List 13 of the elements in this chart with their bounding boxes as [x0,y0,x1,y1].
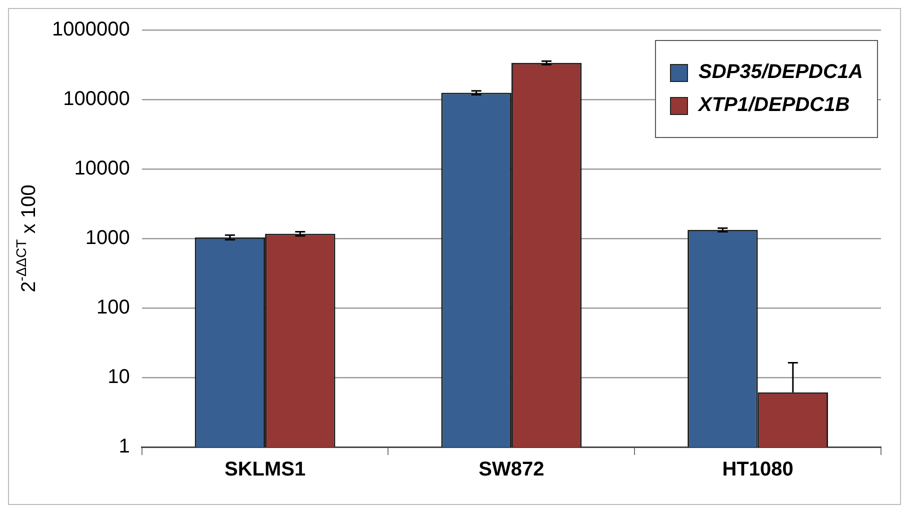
y-tick-label: 1 [118,436,130,458]
y-tick-label: 10 [108,366,130,388]
y-tick-label: 1000 [85,227,130,250]
y-tick-label: 1000000 [52,18,130,41]
y-axis-title: 2-ΔΔCT x 100 [13,184,40,292]
x-tick-label: SKLMS1 [224,458,306,481]
y-tick-label: 10000 [74,158,130,180]
y-tick-label: 100000 [63,88,130,110]
x-tick-label: SW872 [478,458,544,481]
x-tick-label: HT1080 [722,458,794,481]
y-tick-label: 100 [96,296,130,319]
legend-label: XTP1/DEPDC1B [698,94,850,117]
legend-label: SDP35/DEPDC1A [698,61,863,84]
